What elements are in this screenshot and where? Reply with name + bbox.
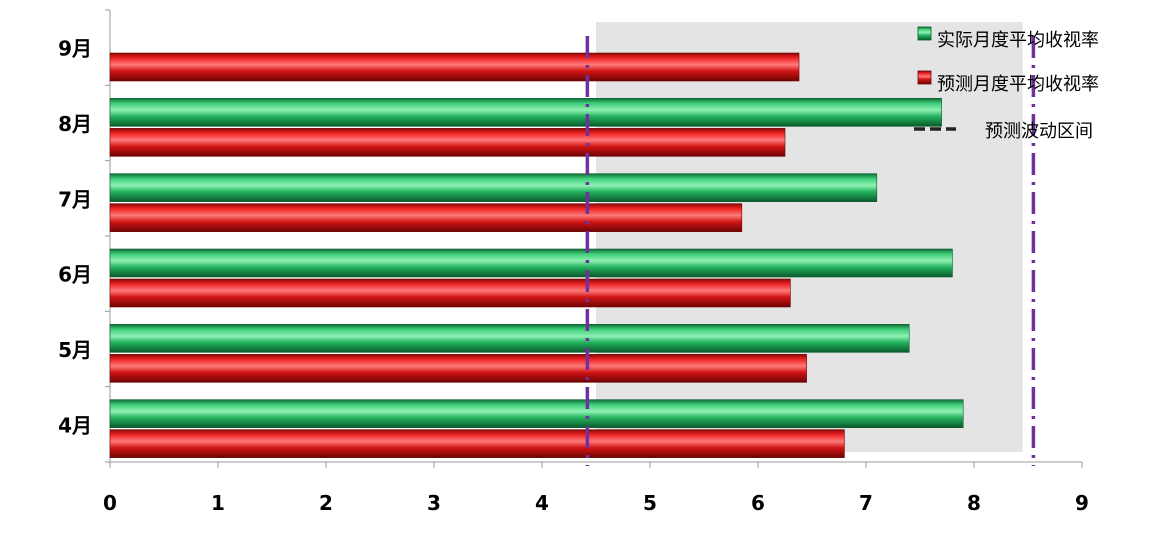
x-tick-label: 6 bbox=[751, 491, 765, 515]
bar-actual bbox=[109, 324, 910, 353]
bar-actual bbox=[109, 399, 964, 428]
x-tick-label: 1 bbox=[211, 491, 225, 515]
x-tick-label: 7 bbox=[859, 491, 873, 515]
bar-forecast bbox=[109, 278, 791, 308]
x-tick-label: 5 bbox=[643, 491, 657, 515]
legend-label-range: 预测波动区间 bbox=[985, 121, 1093, 142]
x-tick-label: 0 bbox=[103, 491, 117, 515]
bar-forecast bbox=[109, 429, 845, 458]
y-tick-label: 5月 bbox=[58, 338, 92, 362]
y-tick-label: 4月 bbox=[58, 413, 92, 437]
bar-actual bbox=[109, 98, 942, 127]
legend-label-actual: 实际月度平均收视率 bbox=[937, 30, 1099, 51]
x-tick-label: 8 bbox=[967, 491, 981, 515]
x-tick-label: 4 bbox=[535, 491, 549, 515]
bar-forecast bbox=[109, 203, 743, 232]
y-tick-label: 6月 bbox=[58, 263, 92, 287]
y-tick-label: 9月 bbox=[58, 37, 92, 61]
bar-forecast bbox=[109, 128, 786, 157]
bar-forecast bbox=[109, 52, 800, 82]
x-tick-label: 3 bbox=[427, 491, 441, 515]
bar-forecast bbox=[109, 354, 807, 383]
y-tick-label: 7月 bbox=[58, 187, 92, 211]
legend-label-forecast: 预测月度平均收视率 bbox=[937, 74, 1099, 95]
legend-swatch-actual bbox=[917, 26, 932, 41]
bar-actual bbox=[109, 248, 953, 278]
y-tick-label: 8月 bbox=[58, 112, 92, 136]
x-tick-label: 2 bbox=[319, 491, 333, 515]
x-tick-label: 9 bbox=[1075, 491, 1089, 515]
bar-actual bbox=[109, 173, 878, 202]
legend-swatch-forecast bbox=[917, 70, 932, 85]
